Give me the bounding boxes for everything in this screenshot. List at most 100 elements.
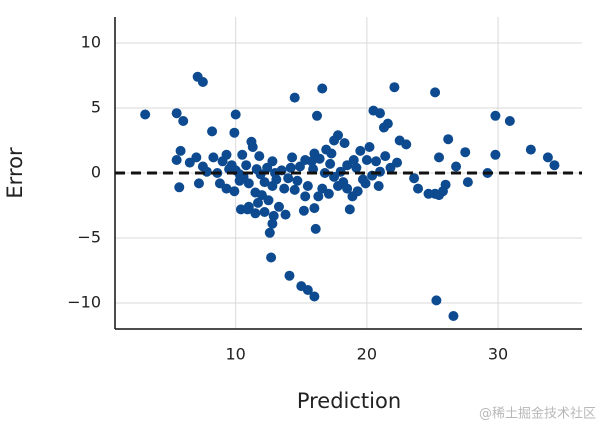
point	[287, 152, 298, 163]
point	[344, 204, 355, 215]
point	[309, 203, 320, 214]
point	[342, 160, 353, 171]
point	[423, 188, 434, 199]
point	[292, 175, 303, 186]
y-tick-label: −5	[77, 228, 101, 247]
x-tick-label: 20	[357, 345, 377, 364]
x-tick-label: 30	[488, 345, 508, 364]
y-tick-label: −10	[67, 293, 101, 312]
point	[325, 158, 336, 169]
point	[374, 108, 385, 119]
point	[431, 295, 442, 306]
point	[259, 207, 270, 217]
point	[309, 291, 320, 302]
point	[300, 191, 311, 202]
point	[430, 87, 441, 98]
point	[357, 174, 368, 185]
point	[389, 82, 400, 93]
point	[171, 155, 182, 165]
point	[229, 186, 240, 197]
point	[409, 173, 420, 184]
point	[264, 227, 275, 238]
point	[193, 178, 204, 189]
point	[462, 177, 473, 188]
point	[229, 127, 240, 138]
point	[208, 152, 219, 163]
point	[437, 186, 448, 197]
point	[285, 162, 296, 173]
point	[268, 210, 279, 221]
point	[364, 142, 375, 152]
point	[342, 183, 353, 194]
point	[312, 110, 323, 121]
point	[207, 126, 218, 137]
point	[378, 122, 389, 133]
point	[259, 177, 270, 188]
point	[267, 218, 278, 229]
point	[273, 201, 284, 212]
point	[317, 183, 328, 194]
point	[448, 311, 459, 321]
point	[284, 270, 295, 281]
point	[443, 134, 454, 145]
y-axis-title: Error	[3, 147, 27, 199]
point	[306, 156, 317, 167]
point	[392, 157, 403, 168]
point	[226, 160, 237, 171]
point	[504, 116, 515, 126]
point	[243, 178, 254, 189]
point	[140, 109, 151, 120]
point	[263, 195, 274, 206]
point	[237, 149, 248, 160]
point	[242, 204, 253, 215]
point	[490, 149, 501, 160]
point	[317, 83, 328, 94]
point	[298, 205, 309, 216]
point	[234, 169, 245, 180]
x-axis-title: Prediction	[297, 389, 401, 413]
point	[321, 144, 332, 155]
watermark: @稀土掘金技术社区	[479, 406, 596, 422]
point	[451, 161, 462, 172]
point	[294, 161, 305, 172]
point	[434, 152, 445, 163]
point	[178, 116, 189, 126]
y-tick-label: 10	[81, 33, 101, 52]
point	[351, 162, 362, 173]
point	[247, 142, 258, 152]
point	[184, 157, 195, 168]
point	[413, 183, 424, 194]
point	[329, 135, 340, 146]
point	[230, 109, 241, 120]
point	[490, 110, 501, 121]
point	[171, 108, 182, 119]
point	[241, 160, 252, 171]
point	[302, 285, 313, 295]
point	[333, 181, 344, 191]
point	[289, 92, 300, 103]
point	[373, 181, 384, 191]
point	[280, 209, 291, 220]
point	[283, 173, 294, 184]
point	[352, 186, 363, 197]
y-tick-label: 0	[91, 163, 101, 182]
point	[314, 153, 325, 164]
point	[361, 155, 372, 165]
point	[266, 252, 277, 263]
point	[174, 182, 185, 193]
point	[197, 77, 208, 87]
point	[549, 160, 560, 171]
point	[380, 151, 391, 162]
point	[371, 156, 382, 167]
point	[279, 183, 290, 194]
point	[355, 145, 366, 156]
point	[339, 138, 350, 149]
point	[254, 151, 265, 162]
point	[252, 197, 263, 208]
point	[217, 156, 228, 167]
point	[262, 162, 273, 173]
y-tick-label: 5	[91, 98, 101, 117]
point	[221, 183, 232, 194]
point	[310, 223, 321, 234]
